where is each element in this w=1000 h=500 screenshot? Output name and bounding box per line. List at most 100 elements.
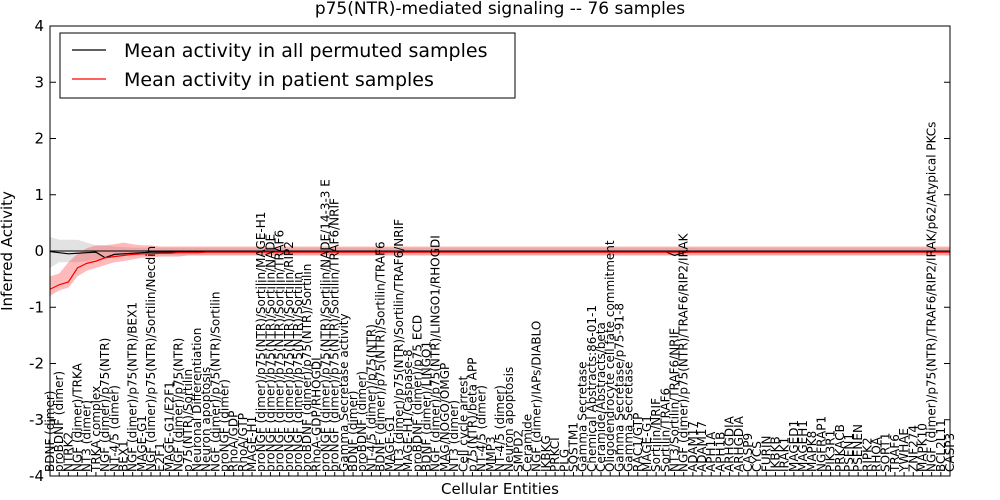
x-tick-label: RAC1/GTP xyxy=(631,413,645,472)
y-tick-label: -3 xyxy=(29,411,44,429)
x-tick-label: Neuronal Differentiation xyxy=(190,328,204,472)
x-tick-label: RHOA xyxy=(870,436,884,472)
x-tick-label: MAGE-G1 xyxy=(135,415,149,472)
confidence-bands xyxy=(50,236,950,296)
x-tick-label: PRKACB xyxy=(833,424,847,472)
x-tick-label: RIPK2 xyxy=(860,437,874,472)
x-tick-label: E2F1 xyxy=(153,442,167,472)
x-tick-label: FURIN xyxy=(759,435,773,472)
x-tick-label: BDNF (dimer)/p75(NTR)/Sortilin/TRAF6 xyxy=(374,241,388,472)
x-tick-label: MAGEH1 xyxy=(796,420,810,472)
x-tick-label: NT3/Sortilin/TRAF6/NRIF xyxy=(667,328,681,472)
legend-label-permuted: Mean activity in all permuted samples xyxy=(124,40,487,62)
x-tick-label: proNGF (dimer) xyxy=(217,379,231,472)
x-tick-label: proBDNF (dimer)/p75(NTR)/Sortilin xyxy=(300,264,314,472)
y-tick-label: 3 xyxy=(34,73,44,91)
x-tick-label: ADAM17 xyxy=(686,421,700,472)
x-tick-label: MAGE-H1 xyxy=(245,416,259,472)
x-tick-label: proNGF (dimer)/p75(NTR)/Sortilin/TRAF6 xyxy=(273,230,287,472)
x-tick-label: RhoA/GTP xyxy=(236,413,250,472)
x-tick-label: NTRK2 xyxy=(61,432,75,472)
x-tick-label: proNGF (dimer)/p75(NTR)/Sortilin/MAGE-H1 xyxy=(254,212,268,472)
series-lines xyxy=(49,250,950,290)
x-tick-label: PSENEN xyxy=(851,424,865,472)
x-tick-label: TRKA complex xyxy=(89,386,103,473)
x-tick-label: p75(NTR)/beta APP xyxy=(465,358,479,473)
x-tick-label: proNGF (dimer)/p75(NTR)/Sortilin/TRAF6/N… xyxy=(328,198,342,472)
x-tick-label: MAPK10 xyxy=(915,423,929,472)
x-tick-label: NGF (dimer)/p75(NTR)/Sortilin xyxy=(208,292,222,473)
y-axis-ticks: -4 -3 -2 -1 0 1 2 3 4 xyxy=(29,17,950,485)
x-tick-label: MAPK8 xyxy=(805,431,819,472)
x-tick-label: ARHGDIA xyxy=(732,415,746,472)
x-tick-label: MMP3 xyxy=(484,436,498,472)
x-axis-label: Cellular Entities xyxy=(441,480,559,498)
x-tick-label: MAG/NOGO/OMGP xyxy=(438,363,452,472)
legend: Mean activity in all permuted samples Me… xyxy=(59,32,516,99)
x-tick-label: RhoA-GDP/RHOGDI xyxy=(309,357,323,472)
x-tick-label: Neuron apoptosis xyxy=(502,367,516,472)
x-tick-label: IRAK1 xyxy=(778,437,792,472)
x-tick-label: MAGE-H1/Caspase-8 xyxy=(401,349,415,472)
x-tick-label: Gamma Secretase xyxy=(622,361,636,472)
series-line-1 xyxy=(49,251,950,290)
x-tick-label: NGF (dimer)/IAPs/DIABLO xyxy=(530,321,544,472)
x-tick-label: BCL2L11 xyxy=(934,419,948,472)
x-tick-label: NT3 (dimer)/p75(NTR)/Sortilin/TRAF6/NRIF xyxy=(392,219,406,472)
legend-box xyxy=(59,32,516,99)
y-tick-label: 1 xyxy=(34,186,44,204)
x-tick-label: SMPD2 xyxy=(511,430,525,472)
x-tick-label: CYCS xyxy=(750,441,764,472)
x-tick-label: NT-4/5 (dimer) xyxy=(493,385,507,472)
x-tick-label: Neuron apoptosis xyxy=(199,367,213,472)
y-axis-label: Inferred Activity xyxy=(0,191,16,311)
x-tick-label: NT-4/5 (dimer)/p75(NTR) xyxy=(364,324,378,472)
x-tick-label: Ceramide xyxy=(521,414,535,472)
x-tick-label: APH1A xyxy=(704,431,718,472)
confidence-band-1 xyxy=(50,242,950,296)
x-tick-label: CASP9 xyxy=(741,433,755,472)
x-tick-label: IKBKG xyxy=(539,435,553,472)
x-tick-label: NGF (dimer)/p75(NTR)/LINGO1/RHOGDI xyxy=(429,235,443,472)
x-tick-label: Chemical Abstracts:86-01-1 xyxy=(585,305,599,472)
x-tick-label: Gamma Secretase/p75-91-8 xyxy=(612,303,626,472)
x-tick-label: NGF (dimer)/p75(NTR)/Sortilin/Necdin xyxy=(144,246,158,472)
x-tick-label: proNGF (dimer)/p75(NTR)/Sortilin/NADE/14… xyxy=(319,179,333,472)
x-tick-label: Gamma Secretase xyxy=(576,361,590,472)
x-tick-label: NT3 (dimer) xyxy=(447,400,461,472)
x-tick-label: BEX1 xyxy=(116,440,130,472)
x-tick-label: PRKCI xyxy=(548,437,562,472)
x-tick-label: ZNF274 xyxy=(906,425,920,472)
x-tick-label: ADAM17 xyxy=(695,421,709,472)
x-tick-label: Sortilin/NRIF xyxy=(649,398,663,472)
x-tick-label: proBDNF (dimer) xyxy=(52,371,66,472)
x-tick-label: NT-4/5 (dimer) xyxy=(107,385,121,472)
x-tick-label: BDNF (dimer) xyxy=(346,391,360,473)
x-tick-label: Cell cycle arrest xyxy=(456,376,470,472)
x-tick-label: IKBKB xyxy=(769,436,783,472)
y-tick-label: -2 xyxy=(29,355,44,373)
x-tick-label: Oligodendrocyte cell fate commitment xyxy=(603,240,617,472)
x-tick-label: NGF (dimer)/TRKA xyxy=(71,362,85,472)
x-tick-label: MAGED1 xyxy=(787,420,801,472)
x-tick-label: NGF (dimer)/p75(NTR) xyxy=(172,338,186,472)
x-tick-label: PSEN1 xyxy=(842,433,856,472)
y-tick-label: 0 xyxy=(34,242,44,260)
x-tick-label: NGF (dimer)/p75(NTR)/TRAF6/RIP2/IRAK/p62… xyxy=(925,122,939,472)
x-tick-label: PIK3R1 xyxy=(824,430,838,472)
x-tick-label: RhoA/GDP xyxy=(227,411,241,472)
x-tick-label: proBDNF (dimer) xyxy=(355,371,369,472)
x-tick-label: NT-4/5 (dimer) xyxy=(475,385,489,472)
legend-label-patient: Mean activity in patient samples xyxy=(124,69,434,91)
y-tick-label: 2 xyxy=(34,130,44,148)
x-tick-label: proNGF (dimer)/p75(NTR)/Sortilin/NADE xyxy=(263,234,277,472)
x-tick-label: SQSTM1 xyxy=(566,422,580,472)
x-tick-label: MAGE-G1 xyxy=(383,415,397,472)
x-tick-label: PLG xyxy=(557,449,571,472)
x-tick-label: NGF (dimer)/p75(NTR)/TRAF6/RIP2/IRAK xyxy=(677,232,691,472)
x-tick-label: proNGF (dimer)/p75(NTR)/Sortilin/RIP2 xyxy=(282,241,296,472)
x-tick-label: p75(NTR)/Sortilin xyxy=(181,369,195,472)
x-tick-label: SORT1 xyxy=(879,433,893,473)
x-tick-label: APH1B xyxy=(713,432,727,472)
